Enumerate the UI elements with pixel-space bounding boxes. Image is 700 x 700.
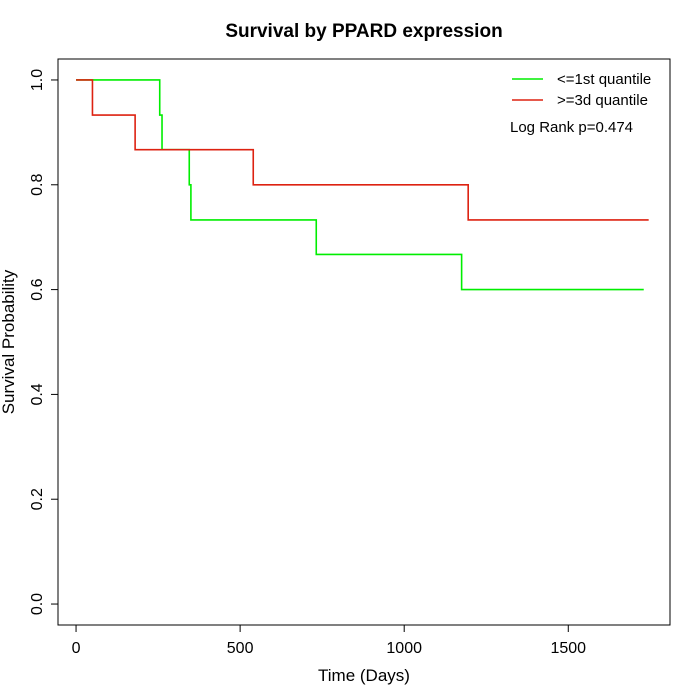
legend: <=1st quantile >=3d quantile	[512, 71, 651, 109]
x-tick-label: 1500	[550, 640, 586, 657]
y-axis-label: Survival Probability	[0, 269, 18, 414]
x-tick-label: 1000	[386, 640, 422, 657]
y-axis: 0.0 0.2 0.4 0.6 0.8 1.0	[29, 69, 58, 615]
plot-frame	[57, 58, 671, 626]
x-tick-label: 0	[72, 640, 81, 657]
y-tick-label: 0.2	[29, 488, 46, 510]
legend-label: <=1st quantile	[557, 71, 651, 88]
legend-label: >=3d quantile	[557, 92, 648, 109]
series-line-2	[76, 79, 649, 221]
y-tick-label: 0.0	[29, 593, 46, 615]
x-tick-label: 500	[227, 640, 254, 657]
series-line-1	[76, 79, 644, 291]
chart-title: Survival by PPARD expression	[225, 21, 502, 42]
y-tick-label: 0.4	[29, 383, 46, 405]
log-rank-annotation: Log Rank p=0.474	[510, 119, 633, 136]
y-tick-label: 0.8	[29, 174, 46, 196]
x-axis: 0 500 1000 1500	[72, 625, 586, 657]
series-layer	[76, 79, 649, 291]
x-axis-label: Time (Days)	[318, 666, 410, 685]
y-tick-label: 0.6	[29, 278, 46, 300]
y-tick-label: 1.0	[29, 69, 46, 91]
